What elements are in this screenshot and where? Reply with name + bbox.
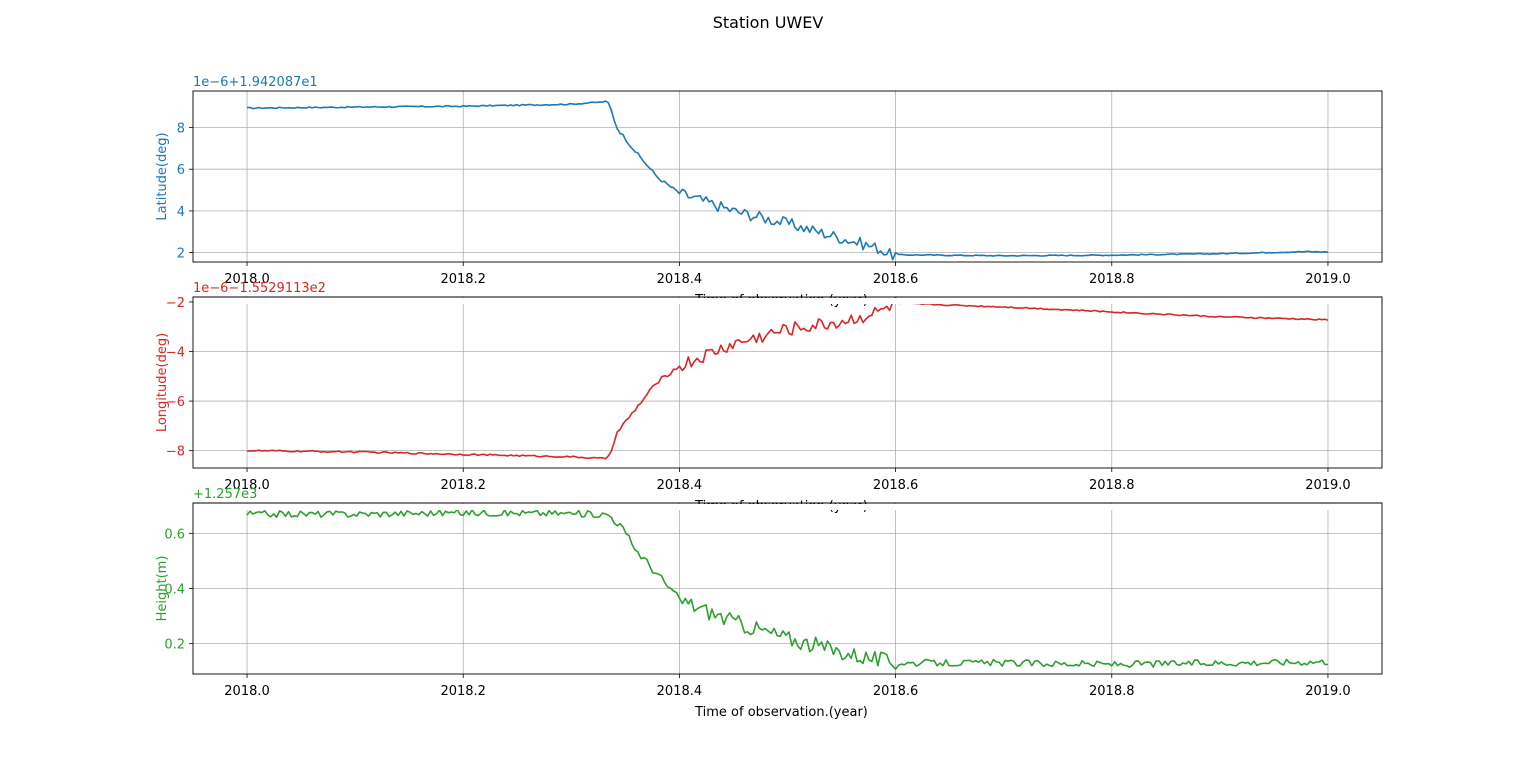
subplots: 2018.0 2018.2 2018.4 2018.6 2018.8 2019.0 2 4 6 8… bbox=[155, 75, 1383, 720]
latitude-y-axis-label: Latitude(deg) bbox=[155, 132, 170, 220]
latitude-x-tick-label: 2018.2 bbox=[440, 272, 486, 287]
longitude-x-tick-label: 2018.2 bbox=[440, 478, 486, 493]
latitude-subplot: 2018.0 2018.2 2018.4 2018.6 2018.8 2019.0 2 4 6 8… bbox=[155, 75, 1383, 287]
latitude-series-line bbox=[247, 100, 1329, 261]
longitude-offset-label: 1e−6−1.5529113e2 bbox=[193, 281, 326, 296]
latitude-x-tick-label: 2018.8 bbox=[1089, 272, 1135, 287]
latitude-offset-label: 1e−6+1.942087e1 bbox=[193, 75, 318, 90]
height-series-line bbox=[246, 508, 1329, 670]
longitude-x-tick-label: 2018.6 bbox=[873, 478, 919, 493]
latitude-axes-frame bbox=[192, 90, 1383, 263]
height-y-tick-label: 0.4 bbox=[164, 583, 185, 598]
longitude-x-tick-label: 2018.0 bbox=[224, 478, 270, 493]
height-x-tick-label: 2019.0 bbox=[1305, 684, 1351, 699]
longitude-y-tick-label: −4 bbox=[166, 346, 185, 361]
height-offset-label: +1.257e3 bbox=[193, 487, 257, 502]
latitude-x-tick-label: 2018.4 bbox=[657, 272, 703, 287]
longitude-y-axis-label: Longitude(deg) bbox=[155, 333, 170, 432]
longitude-y-tick-label: −8 bbox=[166, 445, 185, 460]
height-x-tick-label: 2018.6 bbox=[873, 684, 919, 699]
height-x-tick-label: 2018.4 bbox=[657, 684, 703, 699]
latitude-y-tick-label: 2 bbox=[177, 247, 185, 262]
axis-title-layer: Time of observation.(year)Time of observ… bbox=[193, 293, 1382, 720]
height-y-tick-label: 0.2 bbox=[164, 638, 185, 653]
longitude-x-tick-label: 2019.0 bbox=[1305, 478, 1351, 493]
figure-title: Station UWEV bbox=[713, 13, 824, 32]
longitude-x-tick-label: 2018.8 bbox=[1089, 478, 1135, 493]
longitude-axes-top-cover bbox=[194, 298, 1381, 304]
longitude-y-tick-label: −6 bbox=[166, 395, 185, 410]
height-x-tick-label: 2018.2 bbox=[440, 684, 486, 699]
longitude-y-tick-label: −2 bbox=[166, 296, 185, 311]
height-subplot: 2018.0 2018.2 2018.4 2018.6 2018.8 2019.0 0.2 0… bbox=[155, 487, 1383, 699]
longitude-x-tick-label: 2018.4 bbox=[657, 478, 703, 493]
height-y-axis-label: Height(m) bbox=[155, 556, 170, 622]
longitude-axes-frame bbox=[192, 296, 1383, 469]
height-x-tick-label: 2018.8 bbox=[1089, 684, 1135, 699]
latitude-y-tick-label: 4 bbox=[177, 205, 185, 220]
longitude-series-line bbox=[246, 296, 1329, 460]
latitude-y-tick-label: 8 bbox=[177, 121, 185, 136]
height-y-tick-label: 0.6 bbox=[164, 527, 185, 542]
longitude-subplot: 2018.0 2018.2 2018.4 2018.6 2018.8 2019.0 −8 −6… bbox=[155, 281, 1383, 493]
height-axes-top-cover bbox=[194, 504, 1381, 510]
height-x-axis-label: Time of observation.(year) bbox=[694, 705, 868, 720]
latitude-y-tick-label: 6 bbox=[177, 163, 185, 178]
latitude-x-tick-label: 2018.0 bbox=[224, 272, 270, 287]
height-x-tick-label: 2018.0 bbox=[224, 684, 270, 699]
latitude-x-tick-label: 2018.6 bbox=[873, 272, 919, 287]
latitude-x-tick-label: 2019.0 bbox=[1305, 272, 1351, 287]
